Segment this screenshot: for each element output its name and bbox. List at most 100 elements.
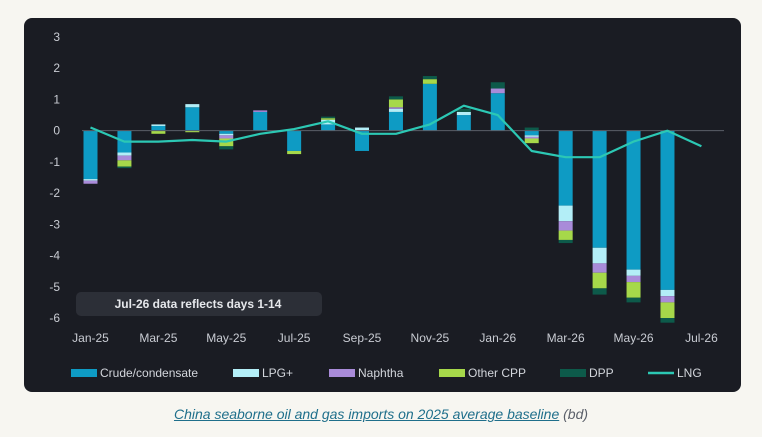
bar-segment (660, 289, 675, 297)
bar-segment (558, 221, 573, 231)
x-axis-ticks: Jan-25 Mar-25 May-25 Jul-25 Sep-25 Nov-25 Jan-… (72, 331, 718, 345)
bar-segment (388, 96, 403, 100)
chart-card: 3 2 1 0 -1 -2 -3 -4 -5 -6 Jan-25 Mar-25 May-25 Jul-2… (24, 18, 741, 392)
x-tick-label: Jul-26 (685, 331, 718, 345)
y-tick-label: 3 (53, 30, 60, 44)
x-tick-label: Jan-26 (479, 331, 516, 345)
bar-segment (456, 111, 471, 116)
bar-segment (355, 130, 370, 151)
bar-segment (490, 88, 505, 94)
bar-segment (524, 135, 539, 137)
bar-segment (117, 155, 132, 161)
chart: 3 2 1 0 -1 -2 -3 -4 -5 -6 Jan-25 Mar-25 May-25 Jul-2… (49, 30, 724, 380)
legend-item: LNG (648, 366, 702, 380)
bars (83, 76, 675, 323)
bar-segment (151, 125, 166, 131)
bar-segment (524, 130, 539, 136)
bar-segment (524, 136, 539, 139)
legend-item: Other CPP (439, 366, 526, 380)
bar-segment (592, 263, 607, 273)
caption-unit: (bd) (563, 406, 589, 422)
bar-segment (151, 124, 166, 126)
x-tick-label: Mar-26 (547, 331, 585, 345)
bar-segment (558, 230, 573, 240)
bar-segment (355, 127, 370, 131)
bar-segment (219, 133, 234, 136)
legend-item: Naphtha (329, 366, 404, 380)
bar-segment (422, 79, 437, 84)
figure-caption: China seaborne oil and gas imports on 20… (0, 406, 762, 422)
bar-segment (83, 179, 98, 181)
bar-segment (219, 130, 234, 134)
bar-segment (219, 146, 234, 150)
legend: Crude/condensate LPG+ Naphtha Other CPP DPP L… (71, 366, 702, 380)
bar-segment (253, 110, 268, 112)
bar-segment (558, 239, 573, 244)
bar-segment (185, 130, 200, 133)
y-tick-label: -6 (49, 311, 60, 325)
bar-segment (592, 247, 607, 264)
x-tick-label: Jul-25 (278, 331, 311, 345)
legend-swatch (71, 369, 97, 377)
bar-segment (660, 302, 675, 318)
y-axis-ticks: 3 2 1 0 -1 -2 -3 -4 -5 -6 (49, 30, 60, 325)
bar-segment (660, 296, 675, 303)
caption-title-link[interactable]: China seaborne oil and gas imports on 20… (173, 406, 560, 422)
bar-segment (626, 269, 641, 276)
bar-segment (388, 107, 403, 109)
bar-segment (558, 130, 573, 206)
lng-line (90, 104, 702, 159)
bar-segment (117, 166, 132, 169)
legend-item: DPP (560, 366, 614, 380)
bar-segment (490, 82, 505, 89)
bar-segment (592, 272, 607, 289)
legend-swatch (233, 369, 259, 377)
bar-segment (388, 111, 403, 131)
y-tick-label: -5 (49, 280, 60, 294)
bar-segment (151, 130, 166, 134)
y-tick-label: 0 (53, 124, 60, 138)
legend-swatch (439, 369, 465, 377)
bar-segment (321, 118, 336, 120)
bar-segment (422, 83, 437, 131)
bar-segment (117, 152, 132, 156)
data-note-box (76, 292, 322, 316)
x-tick-label: Sep-25 (343, 331, 382, 345)
legend-item: LPG+ (233, 366, 293, 380)
bar-segment (388, 108, 403, 112)
bar-segment (456, 115, 471, 131)
legend-label: DPP (589, 366, 614, 380)
bar-segment (660, 318, 675, 323)
bar-segment (83, 130, 98, 180)
bar-segment (185, 107, 200, 131)
bar-segment (626, 275, 641, 283)
y-tick-label: -3 (49, 217, 60, 231)
bar-segment (626, 282, 641, 298)
legend-swatch (329, 369, 355, 377)
y-tick-label: 2 (53, 61, 60, 75)
bar-segment (524, 127, 539, 131)
bar-segment (388, 99, 403, 108)
bar-segment (422, 76, 437, 80)
bar-segment (117, 160, 132, 167)
legend-label: Naphtha (358, 366, 404, 380)
bar-segment (456, 108, 471, 112)
x-tick-label: May-25 (206, 331, 246, 345)
x-tick-label: Nov-25 (411, 331, 450, 345)
bar-segment (524, 138, 539, 144)
x-tick-label: Jan-25 (72, 331, 109, 345)
bar-segment (558, 205, 573, 222)
y-tick-label: -1 (49, 155, 60, 169)
lng-series-line (90, 104, 702, 159)
legend-label: LNG (677, 366, 702, 380)
bar-segment (83, 180, 98, 184)
bar-segment (490, 93, 505, 131)
legend-label: Other CPP (468, 366, 526, 380)
legend-swatch (560, 369, 586, 377)
x-tick-label: Mar-25 (139, 331, 177, 345)
legend-label: Crude/condensate (100, 366, 198, 380)
legend-label: LPG+ (262, 366, 293, 380)
bar-segment (219, 135, 234, 139)
bar-segment (660, 130, 675, 290)
bar-segment (592, 130, 607, 248)
